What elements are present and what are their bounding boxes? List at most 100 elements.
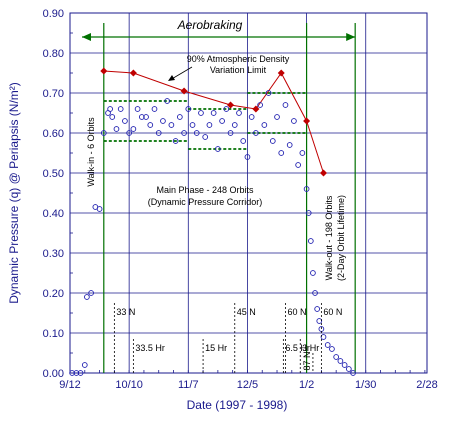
x-tick-label: 9/12 [59,379,80,391]
pressure-point [210,110,217,116]
pressure-point [147,122,154,128]
aerobraking-arrow-left [82,33,91,41]
pressure-point [143,114,149,120]
y-tick-label: 0.00 [43,368,64,380]
main-phase-label-line2: (Dynamic Pressure Corridor) [148,197,263,207]
series-layer [69,66,356,376]
pressure-point [295,162,301,168]
pressure-point [151,106,158,112]
x-axis-title: Date (1997 - 1998) [187,398,288,412]
walkin-label: Walk-in - 6 Orbits [86,117,96,187]
pressure-point [337,358,344,364]
limit-point [319,169,327,177]
main-phase-label-line1: Main Phase - 248 Orbits [156,185,254,195]
pressure-point [96,206,103,212]
pressure-point [77,370,84,376]
limit-point [129,69,137,77]
pressure-point [185,106,192,112]
event-label: 15 Hr [205,343,227,353]
event-label: 87 N [302,351,312,370]
pressure-point [219,118,225,124]
pressure-point [117,106,124,112]
y-tick-label: 0.50 [43,168,64,180]
limit-callout-head [168,75,175,81]
pressure-point [286,142,293,148]
pressure-point [138,114,145,120]
limit-point [303,117,311,125]
pressure-point [176,114,183,120]
pressure-point [193,130,200,136]
pressure-point [240,138,247,144]
pressure-point [269,138,276,144]
x-tick-label: 2/28 [416,379,437,391]
pressure-point [274,114,280,120]
pressure-point [168,122,175,128]
pressure-point [181,130,187,136]
pressure-point [73,370,80,376]
event-label: 60 N [323,307,342,317]
y-tick-label: 0.30 [43,248,64,260]
limit-label-line2: Variation Limit [210,65,267,75]
y-tick-label: 0.20 [43,288,64,300]
pressure-point [299,150,306,156]
limit-point [227,101,235,109]
pressure-point [109,114,116,120]
pressure-point [248,114,255,120]
pressure-point [341,362,348,368]
pressure-point [312,290,318,296]
pressure-point [155,130,162,136]
limit-point [277,69,285,77]
limit-line [103,70,324,174]
pressure-point [202,134,209,140]
limit-point [100,67,108,75]
x-tick-label: 11/7 [178,379,199,391]
event-label: 33 N [116,307,135,317]
phase-boundaries [82,23,356,373]
y-tick-label: 0.80 [43,48,64,60]
pressure-point [172,138,179,144]
x-tick-label: 1/2 [299,379,314,391]
pressure-point [130,126,137,132]
limit-point [180,87,188,95]
pressure-point [244,154,251,160]
aerobraking-arrow-right [346,33,356,41]
pressure-point [113,126,120,132]
aerobraking-label: Aerobraking [177,18,243,32]
pressure-point [223,106,230,112]
pressure-point [164,98,171,104]
pressure-point [291,118,297,124]
pressure-point [310,270,316,276]
pressure-point [324,342,331,348]
pressure-point [126,130,132,136]
x-tick-label: 10/10 [115,379,143,391]
pressure-point [333,354,340,360]
walkout-label-line2: (2-Day Orbit Lifetime) [336,195,346,281]
pressure-point [345,366,352,372]
x-tick-label: 1/30 [355,379,376,391]
pressure-point [160,118,166,124]
pressure-point [278,150,285,156]
pressure-point [69,370,75,376]
pressure-point [261,122,268,128]
pressure-point [265,90,272,96]
pressure-point [329,346,335,352]
pressure-point [189,122,196,128]
pressure-point [88,290,94,296]
pressure-point [257,102,263,108]
x-tick-label: 12/5 [237,379,258,391]
y-tick-label: 0.10 [43,328,64,340]
event-markers: 33 N 33.5 Hr 15 Hr 45 N 6.5 Hr 60 N 3 Hr 60 N 87… [113,303,342,373]
limit-label-line1: 90% Atmospheric Density [187,54,290,64]
pressure-point [206,122,213,128]
y-tick-label: 0.70 [43,88,64,100]
walkout-label-line1: Walk-out - 198 Orbits [324,195,334,280]
tick-labels: 0.00 0.10 0.20 0.30 0.40 0.50 0.60 0.70 0.80 0.90… [43,8,438,391]
pressure-point [198,110,204,116]
corridor-layer [103,92,307,150]
pressure-point [305,210,312,216]
pressure-point [303,186,310,192]
pressure-point [350,370,356,376]
pressure-point [81,362,88,368]
limit-point [252,105,260,113]
